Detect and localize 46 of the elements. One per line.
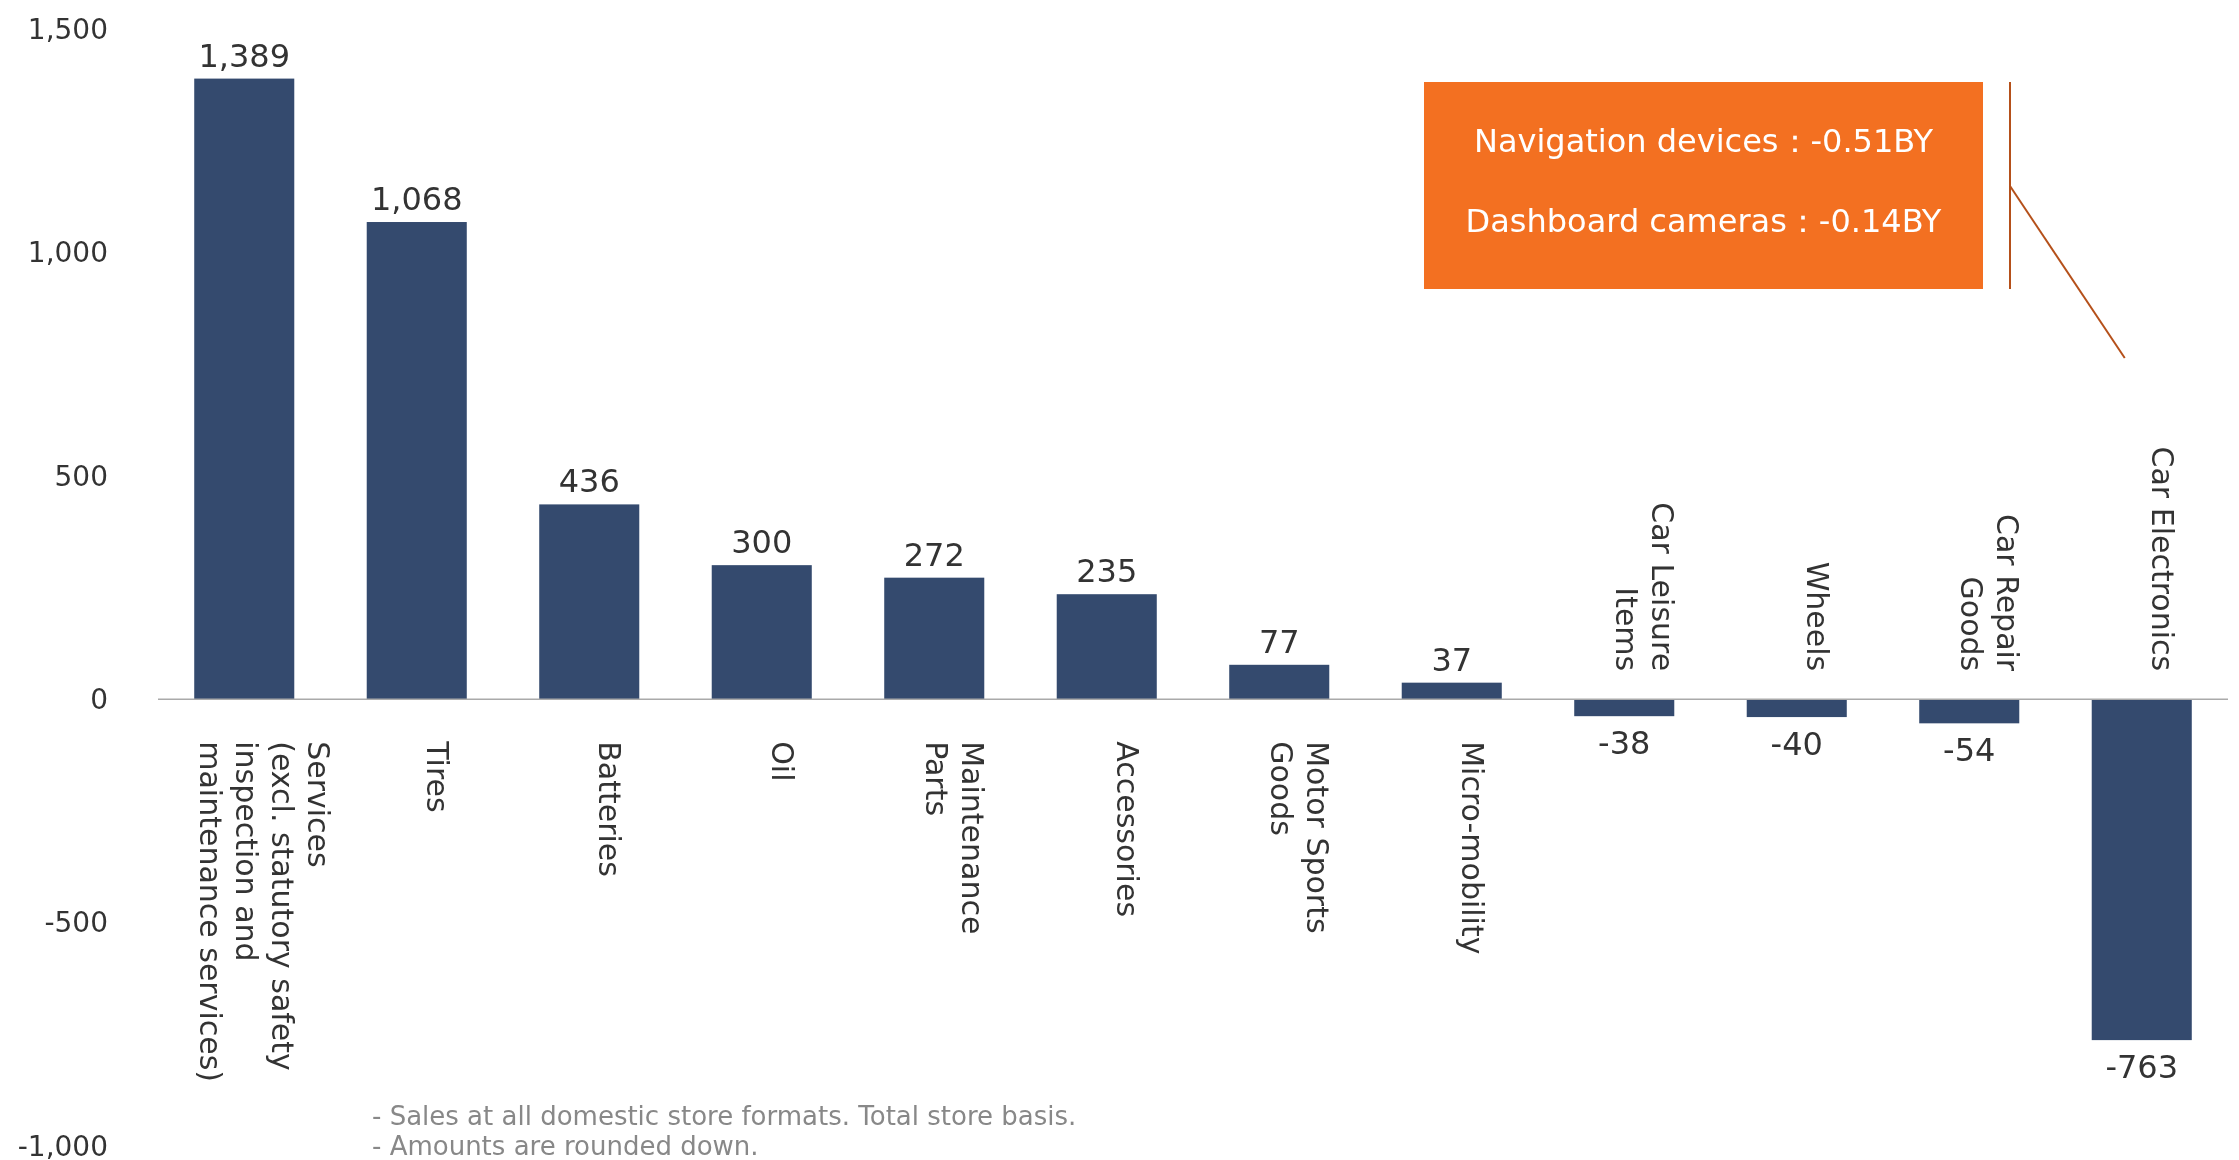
annotation: - Sales at all domestic store formats. Total store basis.	[372, 1101, 1077, 1131]
data-label: 37	[1431, 640, 1473, 679]
data-label: -38	[1598, 723, 1651, 762]
data-label: 235	[1076, 552, 1138, 591]
x-tick-label: Batteries	[592, 741, 628, 877]
y-tick-label: 1,500	[27, 12, 108, 46]
x-tick-label: Services (excl. statutory safety inspection and maintenance services)	[193, 741, 337, 1083]
y-tick-label: 0	[90, 683, 108, 716]
bar	[539, 504, 640, 700]
annotation: Navigation devices：-0.51BY	[1473, 122, 1934, 160]
x-tick-label: Accessories	[1109, 741, 1145, 918]
bar	[1574, 699, 1675, 717]
x-tick-label: Car Electronics	[2144, 446, 2180, 672]
bar	[884, 577, 985, 700]
annotation: Dashboard cameras：-0.14BY	[1465, 202, 1942, 240]
data-label: 272	[903, 535, 965, 574]
data-label: 77	[1258, 622, 1300, 661]
data-label: -763	[2105, 1047, 2179, 1086]
y-tick-label: 500	[54, 459, 108, 493]
bar	[1056, 594, 1157, 700]
x-tick-label: Car Repair Goods	[1954, 513, 2026, 672]
bar	[1229, 664, 1330, 700]
bar	[194, 78, 295, 700]
data-label: 1,389	[198, 36, 291, 75]
bar	[1401, 682, 1502, 700]
data-label: 300	[731, 523, 793, 562]
annotation: - Amounts are rounded down.	[372, 1131, 759, 1160]
x-tick-label: Oil	[764, 741, 800, 782]
y-tick-label: -1,000	[17, 1129, 108, 1160]
bar	[1919, 699, 2020, 724]
x-tick-label: Wheels	[1799, 561, 1835, 672]
x-tick-label: Maintenance Parts	[919, 741, 991, 935]
bar	[1746, 699, 1847, 718]
bar	[711, 565, 812, 700]
data-label: -40	[1770, 724, 1823, 763]
x-tick-label: Tires	[419, 740, 455, 813]
data-label: -54	[1943, 730, 1996, 769]
y-tick-label: 1,000	[27, 236, 108, 270]
data-label: 1,068	[370, 180, 463, 219]
x-tick-label: Motor Sports Goods	[1264, 741, 1336, 934]
x-tick-label: Micro-mobility	[1454, 741, 1490, 955]
data-label: 436	[558, 462, 620, 501]
bar	[366, 222, 467, 700]
x-tick-label: Car Leisure Items	[1609, 502, 1681, 672]
bar	[2091, 699, 2192, 1041]
y-tick-label: -500	[44, 906, 108, 940]
